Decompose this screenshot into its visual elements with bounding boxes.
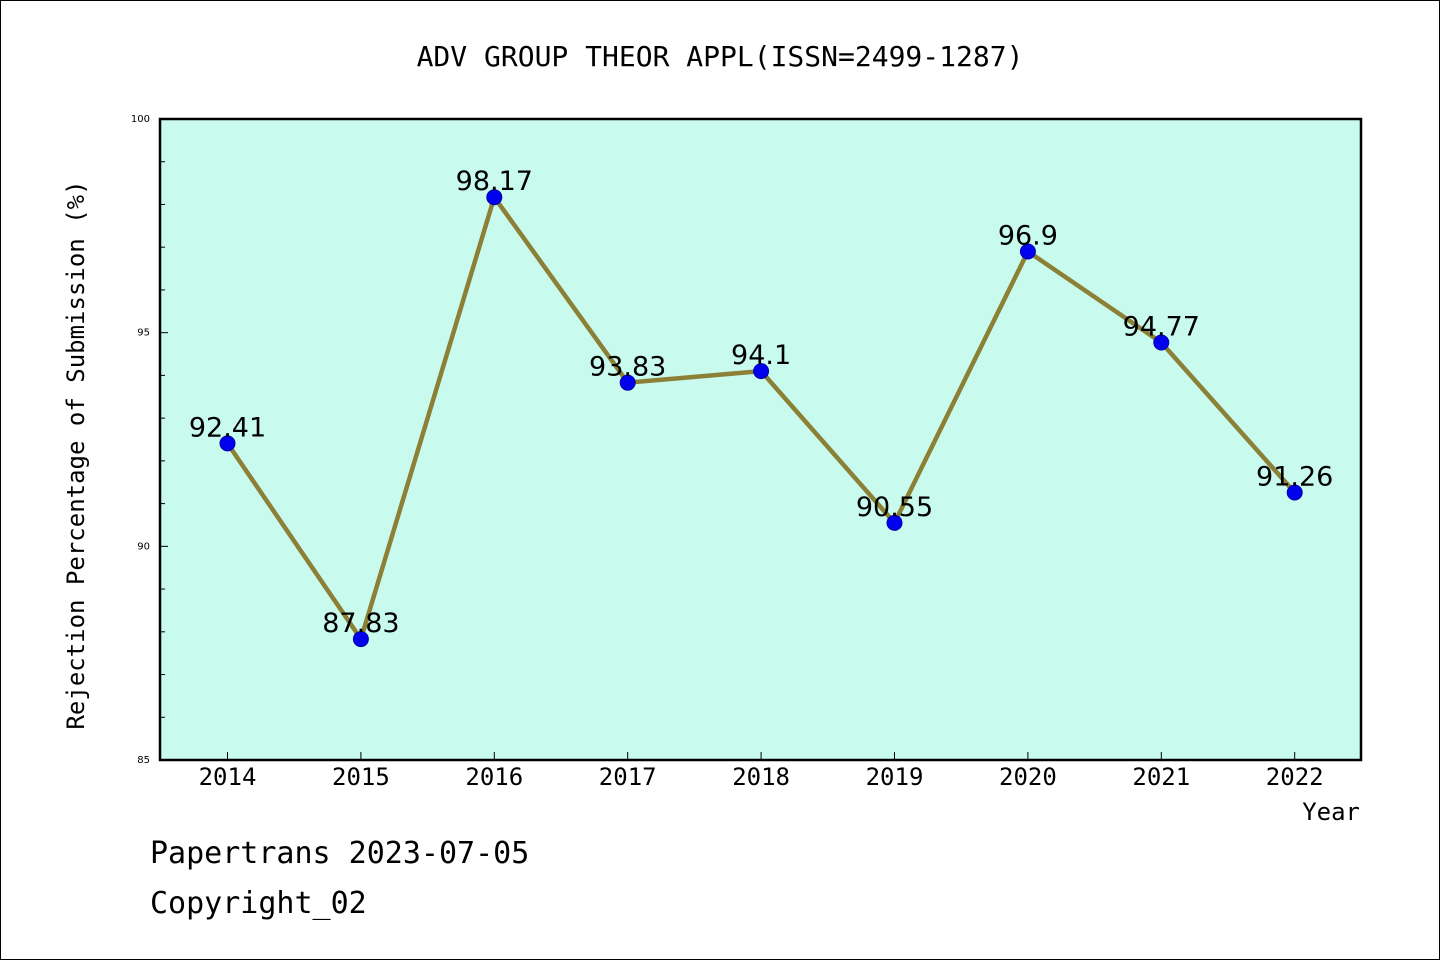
data-point (619, 374, 636, 391)
markers-group (219, 189, 1303, 648)
x-tick-label: 2020 (999, 763, 1057, 791)
data-point (486, 189, 503, 206)
data-label: 94.1 (731, 340, 791, 371)
x-axis: 2014 2015 2016 2017 2018 2019 2020 2021 2022 (199, 752, 1324, 791)
data-point (1286, 484, 1303, 501)
data-label: 98.17 (456, 166, 533, 197)
x-tick-label: 2017 (599, 763, 657, 791)
data-point (886, 514, 903, 531)
x-tick-label: 2018 (732, 763, 790, 791)
x-axis-label: Year (1302, 798, 1360, 826)
footer-date: Papertrans 2023-07-05 (150, 836, 529, 871)
data-label: 91.26 (1256, 461, 1333, 492)
data-point (753, 363, 770, 380)
data-point (352, 631, 369, 648)
data-point (1019, 243, 1036, 260)
plot-area (158, 117, 1363, 762)
data-label: 94.77 (1123, 311, 1200, 342)
data-label: 93.83 (589, 352, 666, 383)
chart-title: ADV GROUP THEOR APPL(ISSN=2499-1287) (417, 40, 1024, 73)
data-label: 87.83 (322, 608, 399, 639)
data-point (1153, 334, 1170, 351)
x-tick-label: 2019 (866, 763, 924, 791)
y-tick-label: 100 (131, 114, 150, 125)
x-tick-label: 2014 (199, 763, 257, 791)
y-tick-label: 95 (137, 328, 150, 339)
data-label: 92.41 (189, 412, 266, 443)
data-label: 90.55 (856, 492, 933, 523)
y-tick-label: 85 (137, 755, 150, 766)
data-labels-group: 92.41 87.83 98.17 93.83 94.1 90.55 96.9 94.77 91… (189, 166, 1333, 639)
x-tick-label: 2015 (332, 763, 390, 791)
x-tick-label: 2016 (465, 763, 523, 791)
x-tick-label: 2022 (1266, 763, 1324, 791)
footer-copyright: Copyright_02 (150, 886, 367, 921)
data-point (219, 435, 236, 452)
y-axis-label: Rejection Percentage of Submission (%) (62, 180, 90, 729)
x-tick-label: 2021 (1132, 763, 1190, 791)
y-axis: 85 90 95 100 (131, 114, 168, 766)
data-label: 96.9 (998, 220, 1058, 251)
y-tick-label: 90 (137, 541, 150, 552)
